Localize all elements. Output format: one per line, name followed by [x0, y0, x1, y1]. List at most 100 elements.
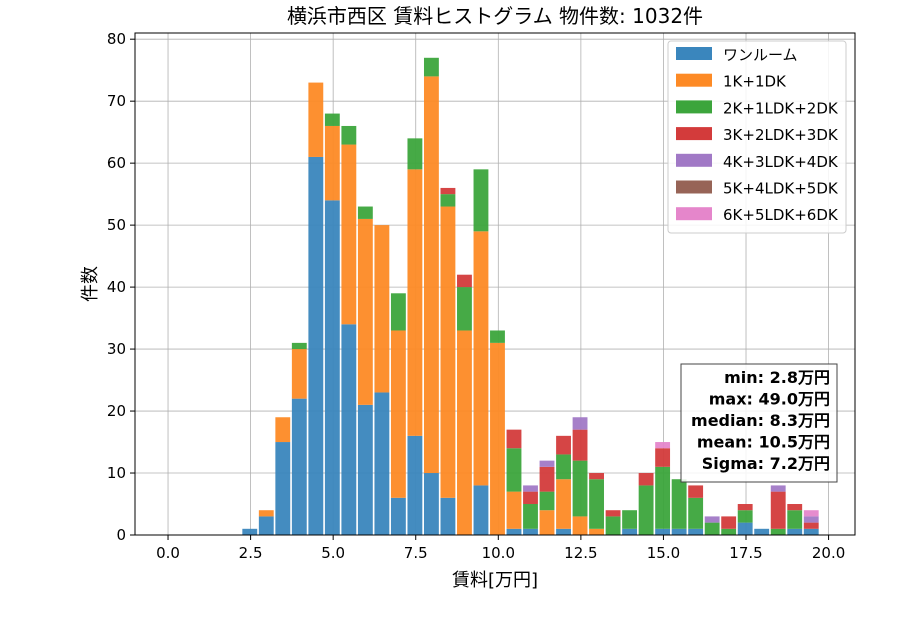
- legend-label: 2K+1LDK+2DK: [723, 99, 839, 117]
- bar-segment: [457, 330, 472, 535]
- bar-segment: [803, 522, 819, 529]
- bar-segment: [721, 528, 737, 535]
- y-axis-label: 件数: [80, 266, 101, 302]
- bar-segment: [655, 528, 671, 535]
- bar-segment: [291, 342, 307, 350]
- bar-segment: [556, 454, 571, 480]
- bar-segment: [655, 442, 671, 449]
- bar-segment: [803, 528, 819, 535]
- bar-segment: [655, 466, 671, 529]
- y-tick-label: 30: [107, 340, 126, 358]
- stats-line: median: 8.3万円: [691, 411, 830, 430]
- bar-segment: [374, 225, 390, 393]
- bar-segment: [638, 485, 654, 535]
- bar-segment: [440, 206, 456, 498]
- stats-line: min: 2.8万円: [724, 368, 830, 387]
- bar-segment: [803, 516, 819, 523]
- bar-segment: [704, 522, 720, 535]
- bar-segment: [341, 125, 357, 145]
- bar-segment: [556, 435, 571, 455]
- bar-segment: [407, 169, 423, 436]
- bar-segment: [523, 504, 538, 529]
- x-tick-label: 10.0: [482, 544, 515, 562]
- bar-segment: [688, 528, 704, 535]
- bar-segment: [737, 522, 753, 535]
- stats-line: mean: 10.5万円: [697, 433, 830, 452]
- bar-segment: [605, 516, 621, 535]
- legend-swatch: [676, 207, 712, 221]
- legend-swatch: [676, 47, 712, 60]
- bar-segment: [539, 466, 555, 492]
- bar-segment: [721, 516, 737, 529]
- bar-segment: [473, 231, 489, 486]
- bar-segment: [671, 528, 687, 535]
- bar-segment: [357, 206, 373, 219]
- stats-line: Sigma: 7.2万円: [702, 454, 830, 473]
- legend-label: 1K+1DK: [723, 73, 787, 91]
- bar-segment: [275, 442, 291, 535]
- x-tick-label: 20.0: [812, 544, 845, 562]
- bar-segment: [357, 404, 373, 535]
- bar-segment: [308, 156, 324, 535]
- legend-swatch: [676, 180, 712, 194]
- stats-box-frame: [680, 363, 838, 483]
- legend-swatch: [676, 127, 712, 141]
- bar-segment: [291, 398, 307, 535]
- bar-segment: [506, 448, 522, 492]
- bar-segment: [572, 516, 588, 535]
- x-tick-label: 0.0: [156, 544, 180, 562]
- y-tick-label: 50: [107, 216, 126, 234]
- legend-label: 6K+5LDK+6DK: [723, 206, 839, 224]
- bar-segment: [638, 473, 654, 486]
- bar-segment: [605, 510, 621, 517]
- bar-segment: [407, 435, 423, 535]
- legend-box: [667, 40, 847, 234]
- bar-segment: [770, 528, 786, 535]
- bar-segment: [770, 491, 786, 529]
- bar-segment: [258, 516, 274, 535]
- bar-segment: [539, 460, 555, 467]
- bar-segment: [341, 324, 357, 535]
- bar-segment: [688, 497, 704, 529]
- bar-segment: [324, 113, 340, 126]
- bar-segment: [423, 473, 439, 535]
- bar-segment: [655, 448, 671, 467]
- x-tick-label: 7.5: [404, 544, 428, 562]
- bar-segment: [423, 76, 439, 474]
- bar-segment: [506, 528, 522, 535]
- bar-segment: [473, 169, 489, 232]
- bar-segment: [622, 510, 638, 529]
- stats-line: max: 49.0万円: [709, 390, 830, 409]
- bar-segment: [357, 218, 373, 405]
- bar-segment: [440, 194, 456, 207]
- legend: ワンルーム 1K+1DK 2K+1LDK+2DK 3K+2LDK+3DK 4K+3LDK…: [667, 40, 847, 234]
- bar-segment: [291, 349, 307, 399]
- bar-segment: [803, 510, 819, 517]
- y-tick-label: 40: [107, 278, 126, 296]
- bar-segment: [506, 491, 522, 529]
- chart-title: 横浜市西区 賃料ヒストグラム 物件数: 1032件: [287, 4, 703, 28]
- bar-segment: [754, 528, 770, 535]
- bar-segment: [390, 330, 406, 498]
- bar-segment: [407, 138, 423, 170]
- bar-segment: [572, 460, 588, 517]
- y-tick-label: 70: [107, 92, 126, 110]
- bar-segment: [770, 485, 786, 492]
- bar-segment: [258, 510, 274, 517]
- legend-swatch: [676, 73, 712, 87]
- bar-segment: [390, 293, 406, 331]
- legend-label: 5K+4LDK+5DK: [723, 180, 839, 198]
- bar-segment: [737, 510, 753, 523]
- x-tick-label: 17.5: [729, 544, 762, 562]
- x-axis-label: 賃料[万円]: [452, 570, 538, 591]
- legend-label: 3K+2LDK+3DK: [723, 126, 839, 144]
- bar-segment: [589, 479, 604, 529]
- bar-segment: [490, 330, 505, 343]
- y-tick-label: 60: [107, 154, 126, 172]
- y-tick-label: 0: [116, 526, 126, 544]
- stats-box: min: 2.8万円 max: 49.0万円 median: 8.3万円 mean: …: [680, 363, 838, 483]
- x-tick-label: 5.0: [321, 544, 345, 562]
- bar-segment: [572, 417, 588, 430]
